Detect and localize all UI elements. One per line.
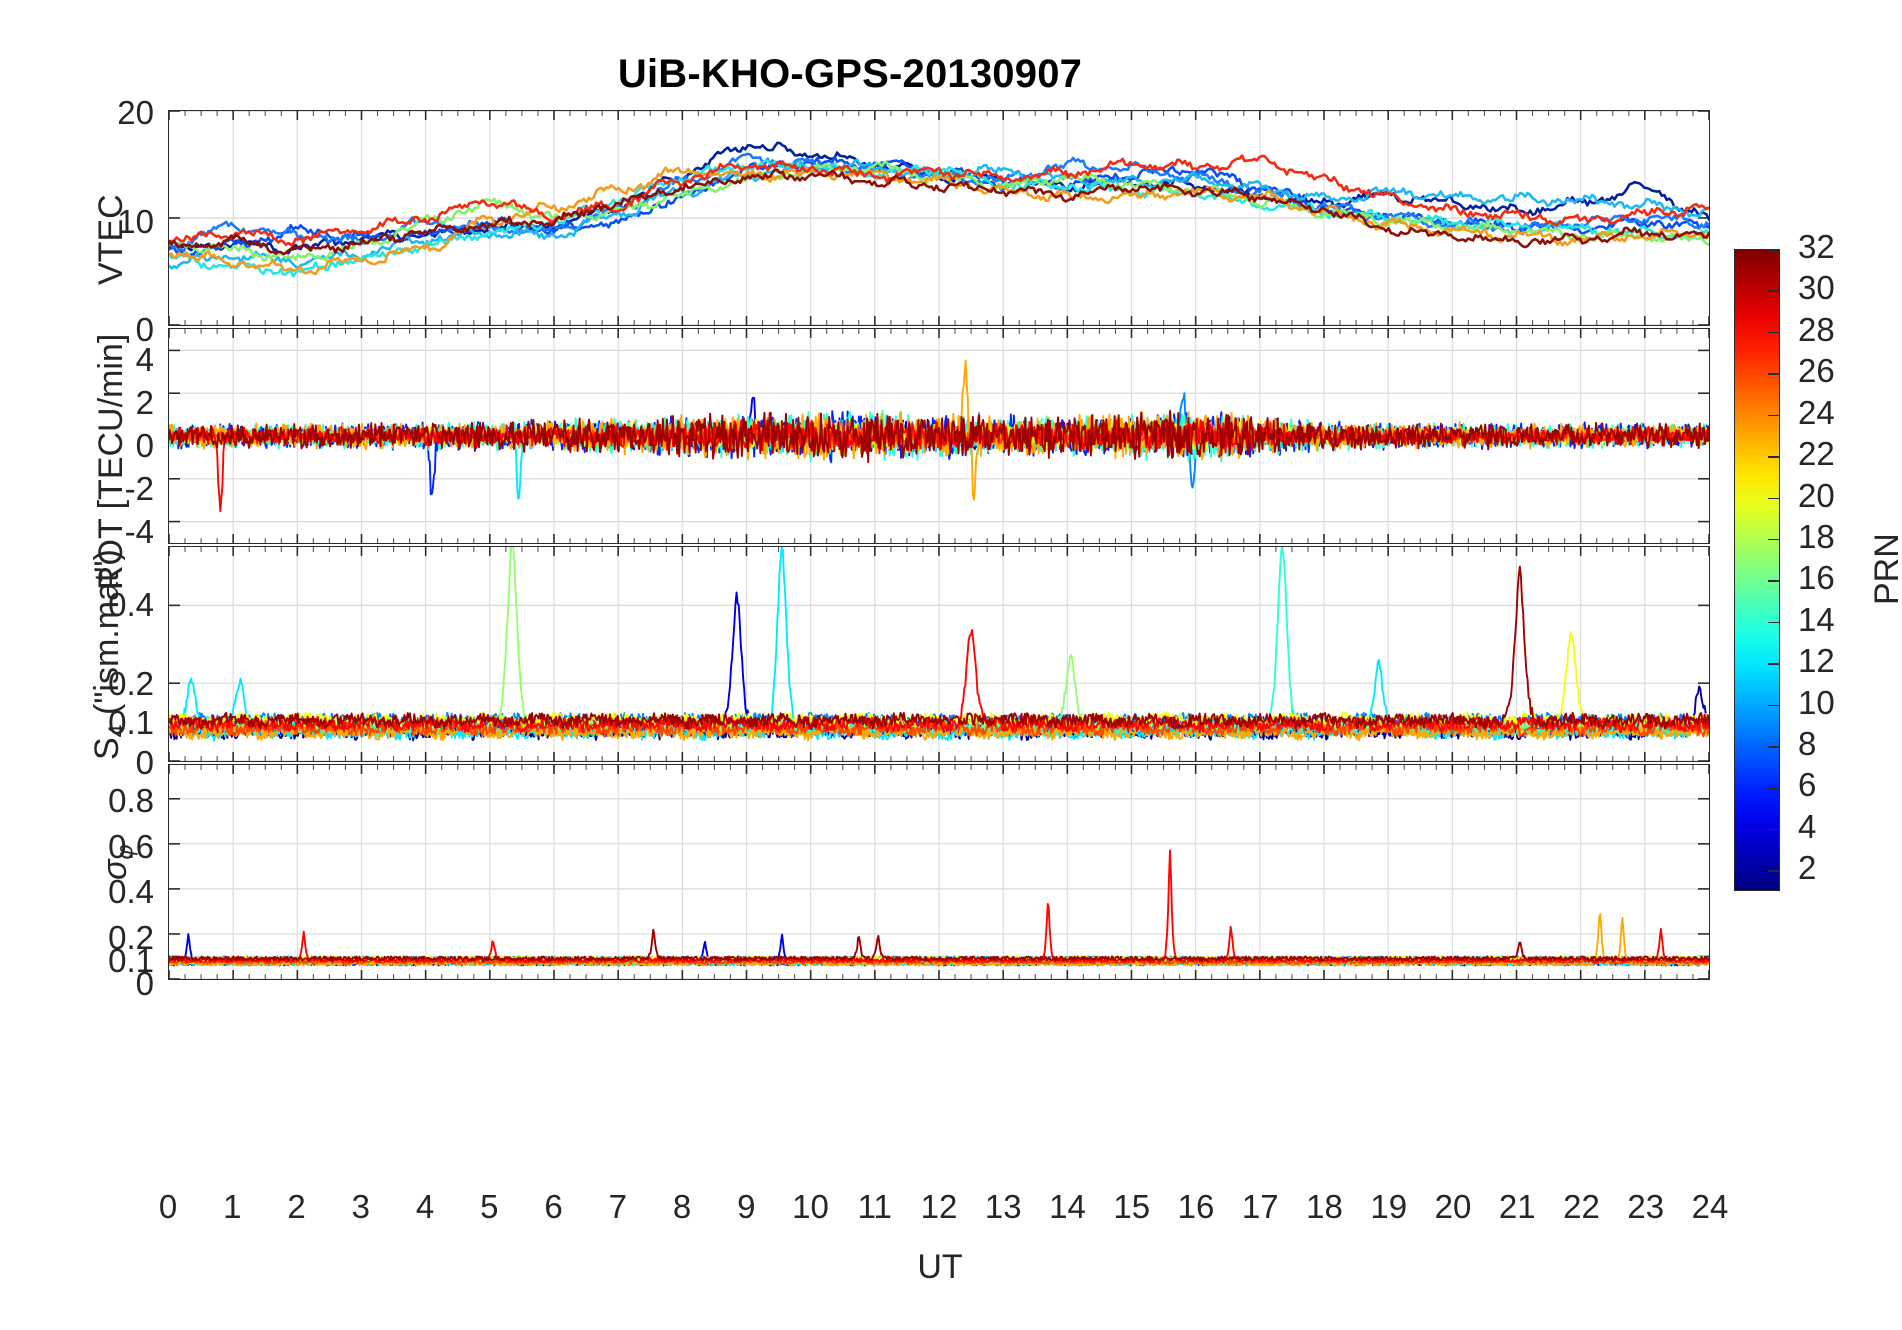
s4-ytick-2: 0.1 xyxy=(108,704,154,741)
colorbar-tick-6: 6 xyxy=(1798,766,1817,804)
panel-s4 xyxy=(168,546,1710,762)
x-tick-14: 14 xyxy=(1049,1188,1086,1225)
x-tick-2: 2 xyxy=(287,1188,306,1225)
x-tick-12: 12 xyxy=(920,1188,958,1225)
x-tick-18: 18 xyxy=(1306,1188,1343,1225)
vtec-ytick-2: 0 xyxy=(135,311,154,348)
colorbar-tick-10: 10 xyxy=(1798,683,1835,721)
colorbar-tickmark-26 xyxy=(1768,373,1780,375)
colorbar-tickmark-28 xyxy=(1768,331,1780,334)
sigma-ytick-0: 0.8 xyxy=(108,782,154,819)
x-tick-7: 7 xyxy=(608,1188,627,1225)
colorbar-tick-20: 20 xyxy=(1798,476,1835,514)
colorbar-tick-16: 16 xyxy=(1798,559,1835,597)
x-tick-9: 9 xyxy=(737,1188,756,1225)
panel-sigma-phi xyxy=(168,764,1710,980)
s4-plot-area xyxy=(169,547,1709,761)
sigma-ytick-1: 0.6 xyxy=(108,828,154,865)
figure-title: UiB-KHO-GPS-20130907 xyxy=(617,52,1083,96)
x-tick-17: 17 xyxy=(1241,1188,1279,1225)
x-tick-15: 15 xyxy=(1113,1188,1151,1225)
x-tick-13: 13 xyxy=(984,1188,1022,1225)
x-tick-10: 10 xyxy=(792,1188,829,1225)
sigma-ytick-5: 0 xyxy=(135,965,154,1002)
colorbar-tick-8: 8 xyxy=(1798,725,1817,763)
rot-plot-area xyxy=(169,329,1709,543)
panel-vtec xyxy=(168,110,1710,326)
x-tick-16: 16 xyxy=(1177,1188,1215,1225)
x-tick-23: 23 xyxy=(1627,1188,1665,1225)
x-tick-11: 11 xyxy=(857,1188,892,1225)
rot-ytick-0: 4 xyxy=(135,341,154,378)
rot-ytick-4: -4 xyxy=(124,513,154,550)
colorbar-tick-32: 32 xyxy=(1798,228,1835,265)
x-tick-8: 8 xyxy=(672,1188,692,1225)
s4-ytick-1: 0.2 xyxy=(108,665,154,702)
colorbar-tickmark-4 xyxy=(1768,828,1780,831)
colorbar-tickmark-22 xyxy=(1768,456,1780,458)
colorbar-tickmark-16 xyxy=(1768,580,1780,582)
x-tick-24: 24 xyxy=(1691,1188,1729,1225)
x-tick-4: 4 xyxy=(415,1188,435,1225)
colorbar-tickmark-10 xyxy=(1768,704,1780,707)
s4-ytick-0: 0.4 xyxy=(108,586,154,623)
colorbar-tickmark-18 xyxy=(1768,538,1780,541)
colorbar-tickmark-12 xyxy=(1768,663,1780,665)
colorbar-tickmark-8 xyxy=(1768,746,1780,748)
colorbar-tickmark-20 xyxy=(1768,497,1780,500)
rot-ytick-3: -2 xyxy=(124,470,154,507)
vtec-ytick-0: 20 xyxy=(117,94,154,131)
colorbar-tick-14: 14 xyxy=(1798,600,1835,638)
vtec-plot-area xyxy=(169,111,1709,325)
panel-rot xyxy=(168,328,1710,544)
colorbar-tick-18: 18 xyxy=(1798,517,1835,555)
colorbar-tick-26: 26 xyxy=(1798,352,1835,390)
colorbar-tick-24: 24 xyxy=(1798,393,1835,431)
colorbar-tick-28: 28 xyxy=(1798,310,1835,348)
rot-ytick-1: 2 xyxy=(135,384,154,421)
colorbar-tick-4: 4 xyxy=(1798,807,1817,845)
sigma-ytick-3: 0.2 xyxy=(108,919,154,956)
vtec-ytick-1: 10 xyxy=(117,203,154,240)
x-tick-3: 3 xyxy=(351,1188,370,1225)
x-tick-6: 6 xyxy=(544,1188,563,1225)
colorbar-tickmark-6 xyxy=(1768,787,1780,790)
x-tick-1: 1 xyxy=(223,1188,242,1225)
colorbar xyxy=(1734,249,1780,891)
s4-ytick-3: 0 xyxy=(135,744,154,781)
x-tick-22: 22 xyxy=(1563,1188,1600,1225)
colorbar-tickmark-24 xyxy=(1768,414,1780,417)
x-axis-label: UT xyxy=(917,1248,963,1286)
x-tick-20: 20 xyxy=(1434,1188,1472,1225)
colorbar-tick-22: 22 xyxy=(1798,435,1835,473)
sigma-phi-plot-area xyxy=(169,765,1709,979)
colorbar-label: PRN xyxy=(1868,533,1902,605)
x-tick-5: 5 xyxy=(480,1188,499,1225)
colorbar-tick-2: 2 xyxy=(1798,849,1817,887)
sigma-ytick-2: 0.4 xyxy=(108,873,154,910)
rot-ytick-2: 0 xyxy=(135,427,154,464)
sigma-ytick-4: 0.1 xyxy=(108,942,154,979)
colorbar-tickmark-32 xyxy=(1768,249,1780,251)
x-tick-19: 19 xyxy=(1370,1188,1408,1225)
colorbar-tick-12: 12 xyxy=(1798,642,1835,680)
colorbar-tickmark-30 xyxy=(1768,290,1780,292)
x-tick-21: 21 xyxy=(1498,1188,1536,1225)
colorbar-tickmark-2 xyxy=(1768,870,1780,872)
x-tick-0: 0 xyxy=(158,1188,178,1225)
colorbar-tick-30: 30 xyxy=(1798,269,1835,307)
colorbar-tickmark-14 xyxy=(1768,621,1780,624)
